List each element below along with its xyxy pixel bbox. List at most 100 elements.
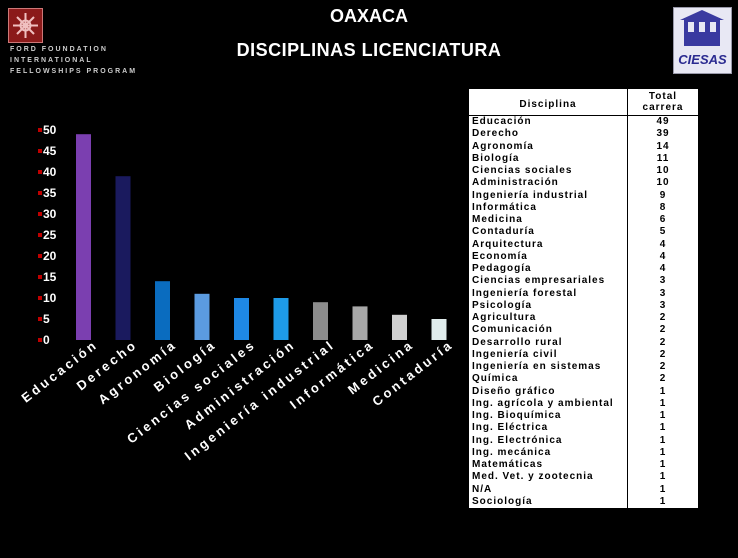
table-row: Ing. mecánica 1	[468, 446, 699, 459]
discipline-total: 10	[627, 177, 699, 190]
table-row: Contaduría 5	[468, 226, 699, 239]
discipline-name: Ciencias sociales	[468, 165, 628, 178]
page-title: OAXACA	[329, 6, 408, 26]
table-row: Matemáticas 1	[468, 459, 699, 472]
y-tick-marker	[38, 233, 42, 237]
discipline-name: Comunicación	[468, 324, 628, 337]
discipline-name: Derecho	[468, 128, 628, 141]
y-tick-marker	[38, 275, 42, 279]
discipline-name: Arquitectura	[468, 238, 628, 251]
table-row: Ing. Eléctrica 1	[468, 422, 699, 435]
y-tick-marker	[38, 254, 42, 258]
discipline-name: Ingeniería forestal	[468, 287, 628, 300]
table-row: Medicina 6	[468, 214, 699, 227]
table-row: Agronomía 14	[468, 140, 699, 153]
table-row: N/A 1	[468, 483, 699, 496]
y-tick-label: 10	[43, 291, 57, 305]
discipline-name: Agronomía	[468, 140, 628, 153]
table-row: Ingeniería en sistemas 2	[468, 361, 699, 374]
discipline-name: Ingeniería civil	[468, 348, 628, 361]
x-axis-labels: EducaciónDerechoAgronomíaBiologíaCiencia…	[19, 337, 457, 464]
table-row: Ingeniería civil 2	[468, 348, 699, 361]
y-tick-label: 35	[43, 186, 57, 200]
discipline-total: 10	[627, 165, 699, 178]
y-tick-label: 30	[43, 207, 57, 221]
table-row: Administración 10	[468, 177, 699, 190]
discipline-name: Ing. Eléctrica	[468, 422, 628, 435]
discipline-name: Economía	[468, 250, 628, 263]
discipline-total: 11	[627, 152, 699, 165]
discipline-name: Pedagogía	[468, 263, 628, 276]
table-row: Ciencias sociales 10	[468, 165, 699, 178]
table-row: Psicología 3	[468, 299, 699, 312]
discipline-total: 3	[627, 275, 699, 288]
ciesas-building-icon	[680, 10, 724, 46]
y-axis: 0 5 10 15 20 25 30 35 40 45 50	[38, 123, 57, 347]
discipline-name: Desarrollo rural	[468, 336, 628, 349]
discipline-total: 1	[627, 446, 699, 459]
y-tick-label: 20	[43, 249, 57, 263]
ciesas-label: CIESAS	[678, 52, 727, 67]
discipline-total: 8	[627, 201, 699, 214]
discipline-name: Psicología	[468, 299, 628, 312]
discipline-total: 6	[627, 214, 699, 227]
ford-text-line-1: FORD FOUNDATION	[10, 46, 108, 53]
discipline-name: Ingeniería industrial	[468, 189, 628, 202]
table-row: Derecho 39	[468, 128, 699, 141]
discipline-table: Disciplina Total carrera Educación 49 Dere…	[468, 88, 699, 508]
table-row: Educación 49	[468, 115, 699, 129]
ford-emblem-icon	[13, 13, 38, 38]
bar-4	[194, 293, 210, 340]
discipline-total: 9	[627, 189, 699, 202]
bars	[76, 134, 447, 340]
y-tick-marker	[38, 128, 42, 132]
discipline-name: Ing. agrícola y ambiental	[468, 397, 628, 410]
y-tick-label: 25	[43, 228, 57, 242]
y-tick-marker	[38, 212, 42, 216]
discipline-total: 5	[627, 226, 699, 239]
header-total: Total carrera	[627, 88, 699, 116]
bar-5	[234, 298, 249, 340]
y-tick-label: 5	[43, 312, 50, 326]
bar-7	[313, 302, 328, 340]
discipline-name: Medicina	[468, 214, 628, 227]
table-row: Ciencias empresariales 3	[468, 275, 699, 288]
discipline-name: Sociología	[468, 495, 628, 508]
discipline-total: 3	[627, 299, 699, 312]
bar-10	[431, 319, 447, 340]
discipline-name: Diseño gráfico	[468, 385, 628, 398]
discipline-total: 1	[627, 495, 699, 508]
table-row: Desarrollo rural 2	[468, 336, 699, 349]
discipline-name: N/A	[468, 483, 628, 496]
discipline-total: 2	[627, 348, 699, 361]
discipline-total: 1	[627, 434, 699, 447]
discipline-name: Ingeniería en sistemas	[468, 361, 628, 374]
table-row: Química 2	[468, 373, 699, 386]
discipline-total: 1	[627, 385, 699, 398]
table-row: Economía 4	[468, 250, 699, 263]
y-tick-marker	[38, 149, 42, 153]
y-tick-marker	[38, 296, 42, 300]
bar-1	[76, 134, 91, 340]
discipline-name: Ciencias empresariales	[468, 275, 628, 288]
page-subtitle: DISCIPLINAS LICENCIATURA	[236, 40, 502, 60]
ford-text-line-3: FELLOWSHIPS PROGRAM	[10, 68, 138, 75]
discipline-total: 1	[627, 483, 699, 496]
table-row: Sociología 1	[468, 495, 699, 508]
table-row: Ing. Bioquímica 1	[468, 410, 699, 423]
table-row: Arquitectura 4	[468, 238, 699, 251]
discipline-name: Informática	[468, 201, 628, 214]
y-tick-label: 40	[43, 165, 57, 179]
y-tick-marker	[38, 191, 42, 195]
table-row: Informática 8	[468, 201, 699, 214]
header-discipline: Disciplina	[468, 88, 628, 116]
y-tick-label: 45	[43, 144, 57, 158]
discipline-name: Matemáticas	[468, 459, 628, 472]
discipline-total: 2	[627, 373, 699, 386]
table-row: Diseño gráfico 1	[468, 385, 699, 398]
table-row: Ingeniería industrial 9	[468, 189, 699, 202]
bar-3	[155, 281, 170, 340]
bar-6	[273, 298, 289, 340]
discipline-total: 1	[627, 422, 699, 435]
discipline-total: 1	[627, 410, 699, 423]
